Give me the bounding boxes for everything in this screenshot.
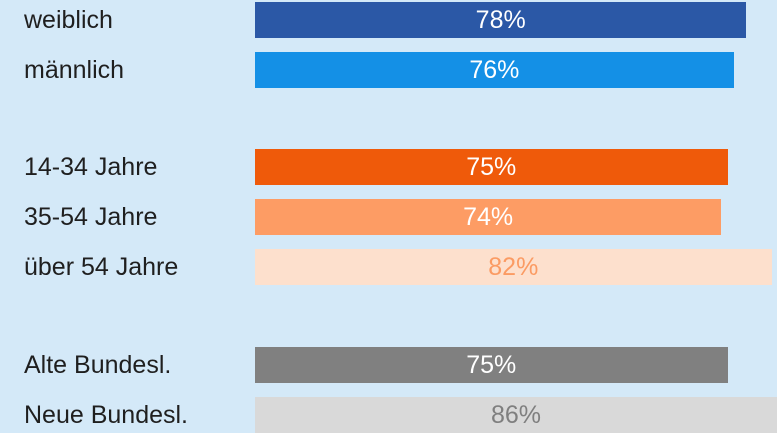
category-label: 35-54 Jahre xyxy=(24,203,158,231)
bar: 75% xyxy=(255,347,728,383)
category-label: Alte Bundesl. xyxy=(24,351,172,379)
bar-row: Neue Bundesl. 86% xyxy=(0,397,777,433)
bar: 78% xyxy=(255,2,747,38)
category-label: männlich xyxy=(24,56,125,84)
category-label: weiblich xyxy=(24,6,113,34)
bar: 82% xyxy=(255,249,772,285)
bar-row: über 54 Jahre 82% xyxy=(0,249,777,285)
bar: 76% xyxy=(255,52,734,88)
bar: 86% xyxy=(255,397,777,433)
bar-row: männlich 76% xyxy=(0,52,777,88)
value-label: 82% xyxy=(488,252,539,281)
bar: 75% xyxy=(255,149,728,185)
bar: 74% xyxy=(255,199,722,235)
category-label: über 54 Jahre xyxy=(24,253,179,281)
value-label: 78% xyxy=(475,5,526,34)
value-label: 74% xyxy=(463,202,514,231)
bar-row: 35-54 Jahre 74% xyxy=(0,199,777,235)
category-label: Neue Bundesl. xyxy=(24,401,189,429)
bar-row: 14-34 Jahre 75% xyxy=(0,149,777,185)
value-label: 76% xyxy=(469,55,520,84)
value-label: 86% xyxy=(490,400,542,429)
bar-row: Alte Bundesl. 75% xyxy=(0,347,777,383)
bar-row: weiblich 78% xyxy=(0,2,777,38)
value-label: 75% xyxy=(466,152,517,181)
value-label: 75% xyxy=(466,350,517,379)
category-label: 14-34 Jahre xyxy=(24,153,158,181)
